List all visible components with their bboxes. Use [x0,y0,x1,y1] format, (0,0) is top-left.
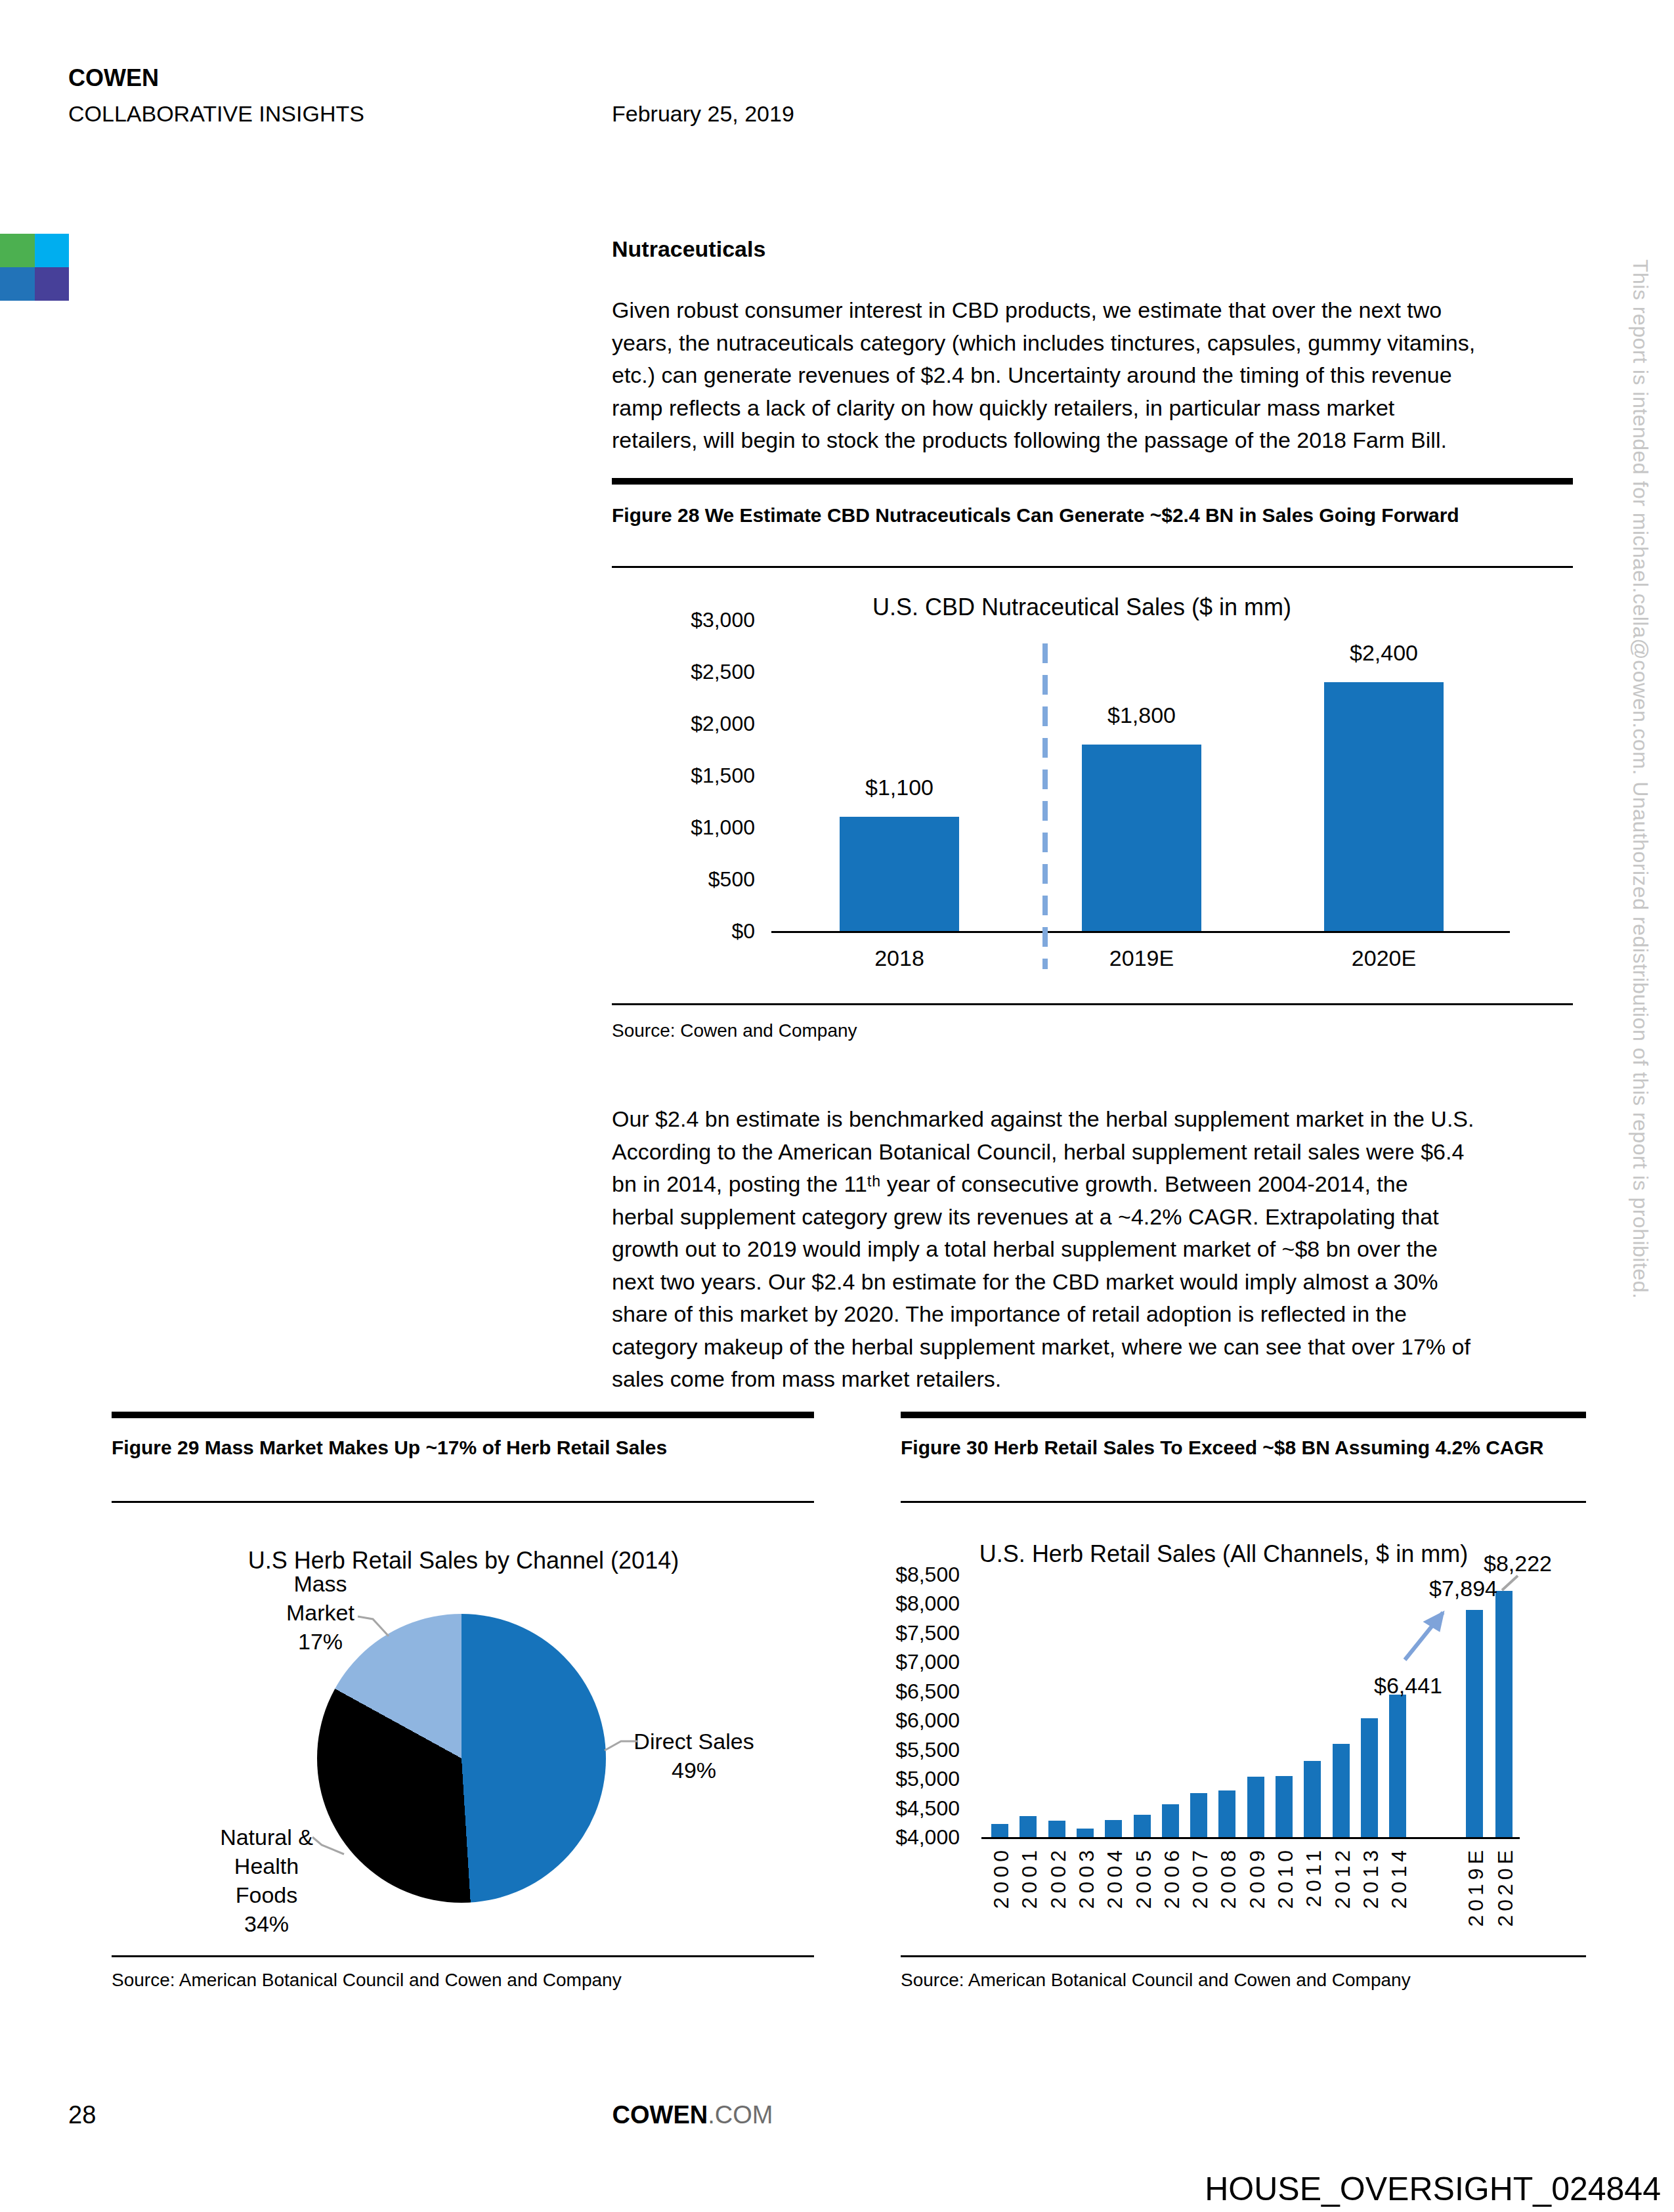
figure28-bottom-divider [612,1003,1573,1005]
figure29-divider [112,1501,814,1503]
sidebar-disclaimer: This report is intended for michael.cell… [1628,259,1652,1835]
herb-retail-sales-bar-chart: U.S. Herb Retail Sales (All Channels, $ … [853,1504,1586,1955]
figure28-divider [612,566,1573,568]
y-axis-label: $0 [611,920,755,942]
bar-value-label: $2,400 [1318,640,1449,666]
x-axis-line [771,931,1510,933]
figure29-caption: Figure 29 Mass Market Makes Up ~17% of H… [112,1437,667,1459]
logo-square-purple [35,267,69,301]
y-axis-label: $500 [611,868,755,890]
y-axis-label: $1,000 [611,816,755,838]
figure28-caption: Figure 28 We Estimate CBD Nutraceuticals… [612,504,1459,527]
figure30-source: Source: American Botanical Council and C… [901,1970,1411,1991]
page-number: 28 [68,2101,96,2129]
bar-value-label: $1,800 [1076,703,1207,728]
y-axis-label: $2,500 [611,661,755,683]
cbd-nutraceutical-sales-chart: U.S. CBD Nutraceutical Sales ($ in mm)$3… [611,569,1574,1002]
herb-retail-channel-pie-chart: U.S Herb Retail Sales by Channel (2014) … [112,1504,814,1955]
paragraph-1: Given robust consumer interest in CBD pr… [612,294,1610,457]
brand-logo-text: COWEN [68,64,159,92]
pie-leader-lines [112,1504,814,1955]
footer-site-bold: COWEN [612,2101,708,2129]
x-axis-label: 2018 [834,945,965,971]
figure30-bottom-divider [901,1955,1586,1957]
bates-stamp: HOUSE_OVERSIGHT_024844 [1004,2170,1661,2208]
logo-square-blue [0,267,35,301]
x-axis-label: 2019E [1076,945,1207,971]
y-axis-label: $2,000 [611,712,755,735]
bar-2019E [1082,745,1201,931]
bar-2018 [840,817,959,931]
figure30-top-rule [901,1412,1586,1418]
logo-square-cyan [35,234,69,267]
figure29-bottom-divider [112,1955,814,1957]
figure29-top-rule [112,1412,814,1418]
chart-title: U.S. CBD Nutraceutical Sales ($ in mm) [622,594,1541,621]
footer-site-rest: .COM [708,2101,773,2129]
figure28-source: Source: Cowen and Company [612,1020,857,1041]
figure28-top-rule [612,478,1573,485]
section-title: Nutraceuticals [612,236,765,262]
bar-value-label: $1,100 [834,775,965,800]
annotation-arrow-overlay [853,1504,1586,1955]
x-axis-label: 2020E [1318,945,1449,971]
brand-subtitle: COLLABORATIVE INSIGHTS [68,101,364,127]
estimate-divider-dashed-line [1042,643,1048,969]
figure30-caption: Figure 30 Herb Retail Sales To Exceed ~$… [901,1437,1544,1459]
paragraph-2: Our $2.4 bn estimate is benchmarked agai… [612,1103,1610,1396]
bar-2020E [1324,682,1444,931]
footer-site: COWEN.COM [561,2101,824,2129]
cowen-logo [0,234,69,301]
report-page: COWEN COLLABORATIVE INSIGHTS February 25… [0,0,1674,2212]
logo-square-green [0,234,35,267]
y-axis-label: $3,000 [611,609,755,631]
report-date: February 25, 2019 [612,101,794,127]
y-axis-label: $1,500 [611,764,755,787]
figure29-source: Source: American Botanical Council and C… [112,1970,622,1991]
figure30-divider [901,1501,1586,1503]
